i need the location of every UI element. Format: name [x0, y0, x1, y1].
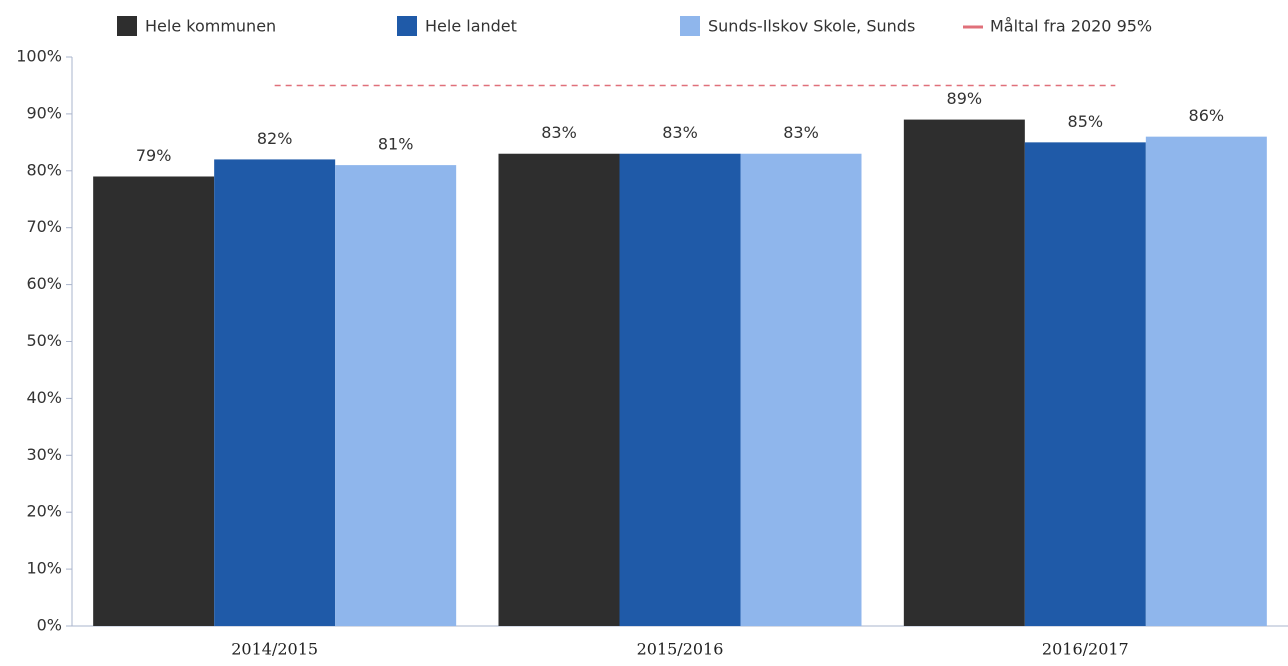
legend-label: Måltal fra 2020 95% — [990, 17, 1152, 36]
y-tick-label: 70% — [26, 217, 62, 236]
bar — [93, 176, 215, 627]
value-label: 83% — [662, 123, 698, 142]
y-tick-label: 40% — [26, 388, 62, 407]
bar — [335, 165, 457, 627]
legend-label: Sunds-Ilskov Skole, Sunds — [708, 17, 915, 36]
legend-swatch — [397, 16, 417, 36]
bar — [903, 119, 1025, 626]
value-label: 83% — [541, 123, 577, 142]
y-tick-label: 30% — [26, 445, 62, 464]
bar — [619, 153, 741, 627]
legend-label: Hele kommunen — [145, 17, 276, 36]
x-tick-label: 2014/2015 — [231, 640, 318, 659]
y-tick-label: 80% — [26, 160, 62, 179]
legend-swatch — [680, 16, 700, 36]
bar — [498, 153, 620, 627]
x-tick-label: 2016/2017 — [1042, 640, 1129, 659]
bar — [740, 153, 862, 627]
y-tick-label: 20% — [26, 502, 62, 521]
y-tick-label: 60% — [26, 274, 62, 293]
value-label: 85% — [1068, 112, 1104, 131]
value-label: 79% — [136, 146, 172, 165]
x-tick-label: 2015/2016 — [637, 640, 724, 659]
legend-label: Hele landet — [425, 17, 517, 36]
value-label: 86% — [1189, 106, 1225, 125]
value-label: 89% — [947, 89, 983, 108]
bar — [214, 159, 336, 627]
value-label: 81% — [378, 135, 414, 154]
value-label: 83% — [783, 123, 819, 142]
y-tick-label: 10% — [26, 559, 62, 578]
y-tick-label: 90% — [26, 103, 62, 122]
legend-swatch — [117, 16, 137, 36]
y-tick-label: 100% — [16, 47, 62, 66]
bar — [1024, 142, 1146, 626]
y-tick-label: 0% — [37, 616, 62, 635]
y-tick-label: 50% — [26, 331, 62, 350]
bar — [1145, 136, 1267, 626]
value-label: 82% — [257, 129, 293, 148]
